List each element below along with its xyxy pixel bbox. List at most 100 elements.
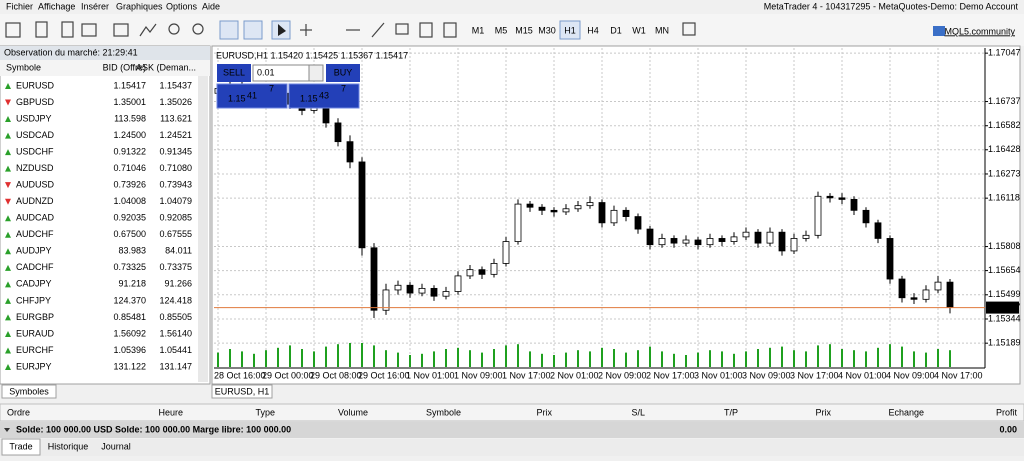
scrollbar <box>198 76 208 382</box>
terminal-tab[interactable]: Historique <box>48 441 89 451</box>
volume-bar <box>877 347 879 367</box>
time-label: 29 Oct 00:00 <box>262 370 314 380</box>
candle-body <box>610 209 618 224</box>
symbol: NZDUSD <box>16 163 54 173</box>
ask: 0.73375 <box>159 262 192 272</box>
terminal-tab-active[interactable] <box>1 438 41 456</box>
bid: 91.218 <box>118 279 146 289</box>
bid: 0.73926 <box>113 180 146 190</box>
candle-body <box>874 222 882 239</box>
volume-bar <box>265 350 267 367</box>
volume-bar <box>781 346 783 367</box>
price-label: 1.16428 <box>988 144 1021 154</box>
candle-body <box>898 278 906 299</box>
menu-item[interactable]: Fichier <box>6 1 33 11</box>
volume-bar <box>277 347 279 367</box>
tab-label[interactable]: Symboles <box>9 386 49 396</box>
candle-body <box>574 205 582 210</box>
bid: 0.73325 <box>113 262 146 272</box>
timeframe-button[interactable]: M1 <box>472 25 485 35</box>
terminal-tab[interactable]: Trade <box>9 441 32 451</box>
candle-body <box>730 236 738 242</box>
price-label: 1.15808 <box>988 241 1021 251</box>
timeframe-button[interactable]: W1 <box>632 25 646 35</box>
candle-body <box>406 284 414 294</box>
sell-button[interactable] <box>217 64 251 82</box>
volume-bar <box>457 347 459 367</box>
menu-item[interactable]: Graphiques <box>116 1 163 11</box>
buy-button[interactable] <box>326 64 360 82</box>
menu-item[interactable]: Affichage <box>38 1 75 11</box>
timeframe-active <box>559 20 581 40</box>
terminal-column: Ordre <box>7 407 30 417</box>
candle-body <box>718 238 726 242</box>
timeframe-button[interactable]: M15 <box>515 25 533 35</box>
volume-bar <box>385 350 387 367</box>
symbols-tab[interactable] <box>1 384 57 399</box>
arrow-up <box>5 314 11 321</box>
volume-bar <box>253 353 255 367</box>
volume-bar <box>313 351 315 367</box>
sell-price-box[interactable] <box>216 83 288 109</box>
lots-spinner[interactable] <box>308 64 324 82</box>
timeframe-button[interactable]: H1 <box>564 25 576 35</box>
menu-item[interactable]: Options <box>166 1 198 11</box>
symbol: AUDNZD <box>16 196 54 206</box>
candle-body <box>886 238 894 280</box>
timeframe-button[interactable]: H4 <box>587 25 599 35</box>
community-link[interactable]: MQL5.community <box>944 26 1015 36</box>
volume-bar <box>913 351 915 367</box>
buy-label[interactable]: BUY <box>334 67 353 77</box>
terminal-column: Type <box>255 407 275 417</box>
price-label: 1.15344 <box>988 313 1021 323</box>
ask: 1.05441 <box>159 345 192 355</box>
terminal-tab[interactable]: Journal <box>101 441 131 451</box>
menu-item[interactable]: Insérer <box>81 1 109 11</box>
chart-tab[interactable] <box>211 384 273 399</box>
ask: 113.621 <box>160 113 192 123</box>
volume-bar <box>925 352 927 367</box>
volume-bar <box>433 351 435 367</box>
volume-bar <box>325 346 327 367</box>
sell-label[interactable]: SELL <box>223 67 245 77</box>
terminal-column: T/P <box>724 407 738 417</box>
bid: 1.56092 <box>113 328 146 338</box>
bid: 1.04008 <box>113 196 146 206</box>
timeframe-button[interactable]: MN <box>655 25 669 35</box>
terminal-column: S/L <box>631 407 645 417</box>
ask: 0.67555 <box>159 229 192 239</box>
timeframe-button[interactable]: D1 <box>610 25 622 35</box>
bid: 1.15417 <box>113 80 146 90</box>
arrow-up <box>5 165 11 172</box>
time-label: 3 Nov 09:00 <box>742 370 791 380</box>
candle-body <box>742 231 750 238</box>
symbol: AUDCAD <box>16 213 55 223</box>
bid: 131.122 <box>113 361 146 371</box>
volume-bar <box>649 346 651 367</box>
volume-bar <box>541 353 543 367</box>
bid: 0.85481 <box>113 312 146 322</box>
bid: 1.05396 <box>113 345 146 355</box>
timeframe-button[interactable]: M30 <box>538 25 556 35</box>
bid: 113.598 <box>114 113 146 123</box>
balance-row <box>0 422 1024 438</box>
volume-bar <box>637 350 639 367</box>
candle-body <box>502 241 510 264</box>
volume-bar <box>673 353 675 367</box>
candle-body <box>370 247 378 311</box>
buy-price-pip: 7 <box>341 83 346 93</box>
buy-price-box[interactable] <box>288 83 360 109</box>
volume-bar <box>829 344 831 367</box>
price-label: 1.16273 <box>988 168 1021 178</box>
time-label: 4 Nov 01:00 <box>838 370 887 380</box>
symbol: AUDUSD <box>16 180 55 190</box>
menu-item[interactable]: Aide <box>202 1 220 11</box>
arrow-up <box>5 347 11 354</box>
timeframe-button[interactable]: M5 <box>495 25 508 35</box>
chart-tab-label[interactable]: EURUSD, H1 <box>215 386 270 396</box>
lots-value[interactable]: 0.01 <box>257 67 275 77</box>
symbol: EURUSD <box>16 80 55 90</box>
symbol: USDCAD <box>16 130 55 140</box>
bid: 124.370 <box>113 295 146 305</box>
